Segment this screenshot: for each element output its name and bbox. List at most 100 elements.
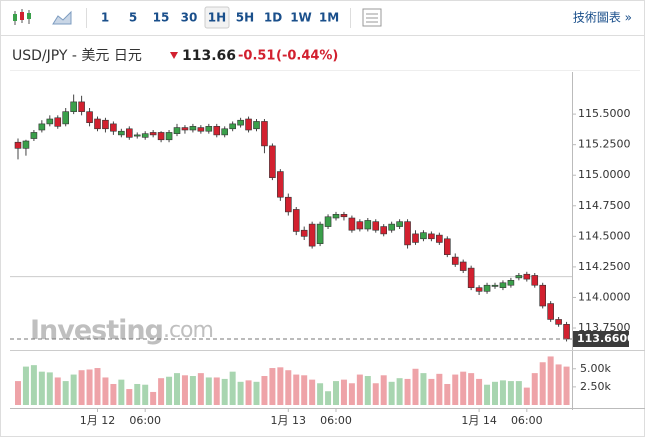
volume-bar	[293, 374, 300, 405]
interval-button[interactable]: 1W	[290, 11, 312, 25]
candle-body	[86, 111, 93, 123]
interval-button[interactable]: 5	[129, 11, 137, 25]
volume-bar	[499, 380, 506, 405]
candle-body	[261, 121, 268, 147]
candle-body	[499, 282, 507, 288]
candle-body	[356, 221, 364, 230]
volume-bar	[348, 383, 355, 405]
candle-body	[451, 256, 459, 265]
volume-bar	[412, 368, 419, 405]
candle-body	[30, 132, 38, 139]
volume-bar	[213, 377, 220, 405]
area-icon[interactable]	[52, 10, 72, 25]
candle-body	[308, 223, 316, 247]
candle-body	[515, 275, 523, 279]
candle-body	[269, 145, 276, 178]
x-tick-label: 1月 13	[271, 414, 307, 427]
volume-bar	[404, 378, 411, 405]
candle-body	[70, 101, 77, 112]
candle-body	[94, 118, 101, 130]
volume-bar	[118, 379, 125, 405]
volume-bar	[86, 369, 93, 405]
candle-body	[300, 229, 308, 237]
change-pct: (-0.44%)	[276, 49, 338, 64]
interval-button[interactable]: 15	[153, 11, 170, 25]
last-price-label: 113.6600	[577, 332, 635, 345]
volume-bar	[134, 383, 141, 405]
candle-body	[412, 233, 419, 243]
volume-bar	[492, 381, 498, 405]
candle-body	[531, 275, 539, 286]
volume-bar	[468, 373, 475, 405]
volume-bar	[205, 377, 212, 405]
candle-body	[126, 128, 133, 138]
volume-bar	[46, 372, 53, 405]
y-tick-label: 115.0000	[578, 168, 631, 181]
volume-bar	[181, 375, 188, 405]
y-tick-label: 114.5000	[578, 229, 631, 242]
volume-bar	[269, 368, 276, 405]
volume-bar	[301, 375, 308, 405]
volume-bar	[22, 366, 29, 405]
volume-bar	[150, 391, 157, 405]
candle-body	[38, 123, 46, 131]
table-icon[interactable]	[362, 8, 382, 27]
volume-bar	[253, 381, 260, 405]
volume-bar	[15, 381, 21, 405]
technical-link[interactable]: 技術圖表 »	[573, 11, 632, 25]
interval-button[interactable]: 1H	[208, 11, 226, 25]
volume-bar	[102, 377, 109, 405]
volume-bar	[436, 373, 443, 405]
volume-bar	[237, 381, 244, 405]
volume-bar	[372, 383, 379, 405]
volume-bar	[261, 376, 268, 405]
volume-bar	[174, 373, 180, 405]
interval-button[interactable]: 1M	[319, 11, 339, 25]
volume-bar	[54, 377, 61, 405]
volume-bar	[539, 362, 546, 405]
volume-bar	[428, 378, 435, 405]
volume-bar	[388, 381, 395, 405]
volume-bar	[309, 379, 316, 405]
candle-body	[213, 126, 221, 136]
candle-body	[348, 217, 356, 231]
volume-bar	[420, 373, 427, 405]
price: 113.66	[182, 48, 236, 64]
candle-body	[404, 221, 411, 246]
y-tick-label: 113.7500	[578, 321, 631, 334]
volume-bar	[484, 384, 491, 405]
candle-body	[46, 118, 54, 125]
interval-button[interactable]: 1	[101, 11, 109, 25]
candle-body	[316, 223, 324, 244]
volume-bar	[317, 383, 324, 405]
candle-icon[interactable]	[13, 9, 31, 25]
interval-button[interactable]: 30	[181, 11, 198, 25]
volume-bar	[78, 370, 85, 405]
volume-bar	[364, 376, 371, 405]
y-tick-label: 114.7500	[578, 199, 631, 212]
candle-body	[173, 127, 181, 134]
candle-body	[277, 171, 284, 198]
candle-body	[523, 273, 531, 280]
interval-button[interactable]: 1D	[264, 11, 282, 25]
candle-body	[14, 141, 22, 149]
volume-tick-label: 2.50k	[580, 380, 611, 393]
candle-body	[443, 238, 451, 255]
volume-bar	[30, 365, 37, 405]
volume-bar	[476, 378, 483, 405]
candle-body	[284, 196, 292, 213]
interval-button[interactable]: 5H	[236, 11, 254, 25]
x-tick-label: 1月 14	[461, 414, 497, 427]
candle-body	[181, 127, 189, 131]
volume-bar	[94, 368, 101, 405]
candle-body	[475, 287, 483, 292]
candle-body	[459, 261, 467, 271]
volume-bar	[396, 378, 403, 405]
candle-body	[380, 226, 388, 235]
candle-body	[467, 267, 475, 288]
candle-body	[62, 111, 70, 125]
volume-bar	[380, 375, 387, 405]
volume-bar	[452, 374, 459, 405]
x-tick-label: 1月 12	[80, 414, 116, 427]
